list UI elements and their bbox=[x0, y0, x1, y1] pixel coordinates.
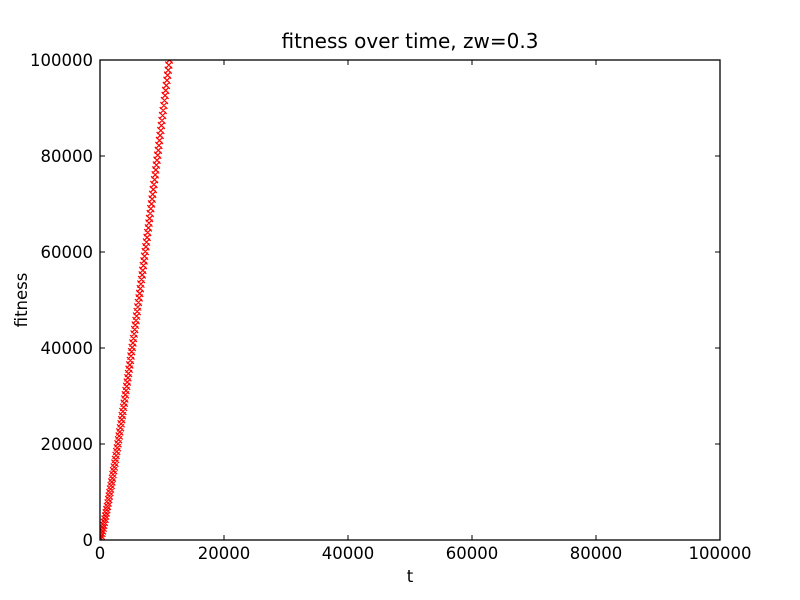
y-tick-label: 0 bbox=[83, 531, 94, 550]
x-tick-label: 100000 bbox=[689, 544, 752, 563]
y-tick-label: 60000 bbox=[41, 243, 94, 262]
y-axis-label: fitness bbox=[12, 273, 31, 328]
x-tick-label: 80000 bbox=[570, 544, 623, 563]
chart-title: fitness over time, zw=0.3 bbox=[282, 29, 539, 53]
x-tick-label: 60000 bbox=[446, 544, 499, 563]
x-tick-label: 40000 bbox=[322, 544, 375, 563]
fitness-series-markers bbox=[100, 60, 174, 540]
x-tick-label: 20000 bbox=[198, 544, 251, 563]
y-tick-label: 80000 bbox=[41, 147, 94, 166]
x-tick-label: 0 bbox=[95, 544, 106, 563]
x-axis-label: t bbox=[407, 567, 414, 586]
y-tick-label: 40000 bbox=[41, 339, 94, 358]
y-tick-label: 20000 bbox=[41, 435, 94, 454]
y-tick-label: 100000 bbox=[30, 51, 93, 70]
axis-ticks: 0 20000 40000 60000 80000 100000 0 20000 40000 60… bbox=[30, 51, 752, 563]
axes-border bbox=[99, 59, 721, 541]
